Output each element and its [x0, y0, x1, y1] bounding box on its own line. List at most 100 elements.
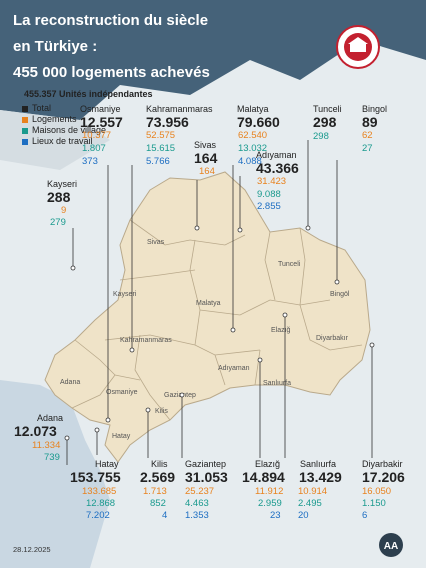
- elazig-name: Elazığ: [255, 459, 281, 469]
- leader-lines: [66, 140, 373, 465]
- sivas-logements: 164: [199, 166, 215, 177]
- osmaniye-name: Osmaniye: [80, 104, 121, 114]
- legend: Total Logements Maisons de village Lieux…: [22, 103, 106, 147]
- hatay-lieux: 7.202: [86, 510, 110, 521]
- diyarbakir-lieux: 6: [362, 510, 368, 521]
- malatya-logements: 62.540: [238, 130, 268, 141]
- swatch-maisons: [22, 127, 28, 134]
- adiyaman-logements: 31.423: [257, 176, 287, 187]
- bingol-logements: 62: [362, 130, 373, 141]
- legend-maisons-label: Maisons de village: [32, 125, 107, 135]
- kahramanmaras-maisons: 15.615: [146, 143, 176, 154]
- hatay-logements: 133.685: [82, 486, 117, 497]
- tunceli-maisons: 298: [313, 131, 329, 142]
- kahramanmaras-name: Kahramanmaras: [146, 104, 213, 114]
- map-label-malatya: Malatya: [196, 300, 221, 307]
- hatay-name: Hatay: [95, 459, 119, 469]
- gaziantep-total: 31.053: [185, 469, 228, 485]
- date: 28.12.2025: [13, 545, 51, 554]
- adana-maisons: 739: [44, 452, 60, 463]
- sivas-total: 164: [194, 150, 218, 166]
- map-label-kilis: Kilis: [155, 408, 168, 415]
- map-label-sanliurfa: Sanlıurfa: [263, 380, 291, 387]
- kahramanmaras-lieux: 5.766: [146, 156, 170, 167]
- adiyaman-name: Adıyaman: [256, 150, 297, 160]
- title-line-3: 455 000 logements achevés: [13, 64, 210, 81]
- osmaniye-logements: 10.377: [82, 130, 112, 141]
- subtitle: 455.357 Unités indépendantes: [24, 89, 153, 99]
- map-label-adana: Adana: [60, 379, 80, 386]
- kayseri-maisons: 279: [50, 217, 66, 228]
- aa-logo: AA: [379, 533, 403, 557]
- bingol-name: Bingol: [362, 104, 388, 114]
- hatay-total: 153.755: [70, 469, 121, 485]
- map-label-hatay: Hatay: [112, 433, 131, 440]
- kayseri-total: 288: [47, 189, 71, 205]
- elazig-logements: 11.912: [255, 486, 284, 497]
- adiyaman-total: 43.366: [256, 160, 299, 176]
- legend-logements-label: Logements: [32, 114, 77, 124]
- kilis-maisons: 852: [150, 498, 166, 509]
- legend-lieux-label: Lieux de travail: [32, 136, 93, 146]
- adana-total: 12.073: [14, 423, 57, 439]
- map-label-tunceli: Tunceli: [278, 261, 301, 268]
- swatch-total: [22, 105, 28, 112]
- map-label-kayseri: Kayseri: [113, 291, 137, 298]
- osmaniye-lieux: 373: [82, 156, 98, 167]
- sanliurfa-total: 13.429: [299, 469, 342, 485]
- diyarbakir-maisons: 1.150: [362, 498, 386, 509]
- legend-lieux: Lieux de travail: [22, 136, 106, 147]
- map-label-adiyaman: Adıyaman: [218, 365, 250, 372]
- legend-logements: Logements: [22, 114, 106, 125]
- leader-dots: [64, 225, 375, 441]
- kilis-lieux: 4: [162, 510, 168, 521]
- adiyaman-maisons: 9.088: [257, 189, 281, 200]
- swatch-logements: [22, 116, 28, 123]
- map-label-osmaniye: Osmaniye: [106, 389, 138, 396]
- adana-logements: 11.334: [32, 440, 61, 451]
- tunceli-total: 298: [313, 114, 337, 130]
- sivas-name: Sivas: [194, 140, 217, 150]
- map-label-diyarbakir: Diyarbakır: [316, 335, 349, 342]
- gaziantep-name: Gaziantep: [185, 459, 227, 469]
- map-label-elazig: Elazığ: [271, 327, 291, 334]
- diyarbakir-logements: 16.050: [362, 486, 392, 497]
- map-label-sivas: Sivas: [147, 239, 165, 246]
- swatch-lieux: [22, 138, 28, 145]
- legend-maisons: Maisons de village: [22, 125, 106, 136]
- svg-text:AA: AA: [384, 541, 398, 552]
- sanliurfa-maisons: 2.495: [298, 498, 322, 509]
- legend-total-label: Total: [32, 103, 52, 113]
- gaziantep-logements: 25.237: [185, 486, 215, 497]
- kilis-total: 2.569: [140, 469, 176, 485]
- kahramanmaras-total: 73.956: [146, 114, 189, 130]
- title-line-1: La reconstruction du siècle: [13, 12, 209, 29]
- map-label-bingol: Bingöl: [330, 291, 350, 298]
- gaziantep-maisons: 4.463: [185, 498, 209, 509]
- sanliurfa-name: Sanlıurfa: [300, 459, 337, 469]
- kayseri-logements: 9: [61, 205, 67, 216]
- sanliurfa-logements: 10.914: [298, 486, 328, 497]
- elazig-lieux: 23: [270, 510, 281, 521]
- malatya-total: 79.660: [237, 114, 280, 130]
- elazig-total: 14.894: [242, 469, 285, 485]
- malatya-name: Malatya: [237, 104, 269, 114]
- sanliurfa-lieux: 20: [298, 510, 309, 521]
- osmaniye-maisons: 1.807: [82, 143, 106, 154]
- ministry-emblem: [336, 25, 380, 69]
- malatya-lieux: 4.088: [238, 156, 262, 167]
- tunceli-name: Tunceli: [313, 104, 342, 114]
- malatya-maisons: 13.032: [238, 143, 268, 154]
- adiyaman-lieux: 2.855: [257, 201, 281, 212]
- elazig-maisons: 2.959: [258, 498, 282, 509]
- hatay-maisons: 12.868: [86, 498, 116, 509]
- diyarbakir-total: 17.206: [362, 469, 405, 485]
- title-line-2: en Türkiye :: [13, 38, 98, 55]
- kahramanmaras-logements: 52.575: [146, 130, 176, 141]
- bingol-total: 89: [362, 114, 378, 130]
- diyarbakir-name: Diyarbakir: [362, 459, 403, 469]
- kilis-name: Kilis: [151, 459, 168, 469]
- adana-name: Adana: [37, 413, 64, 423]
